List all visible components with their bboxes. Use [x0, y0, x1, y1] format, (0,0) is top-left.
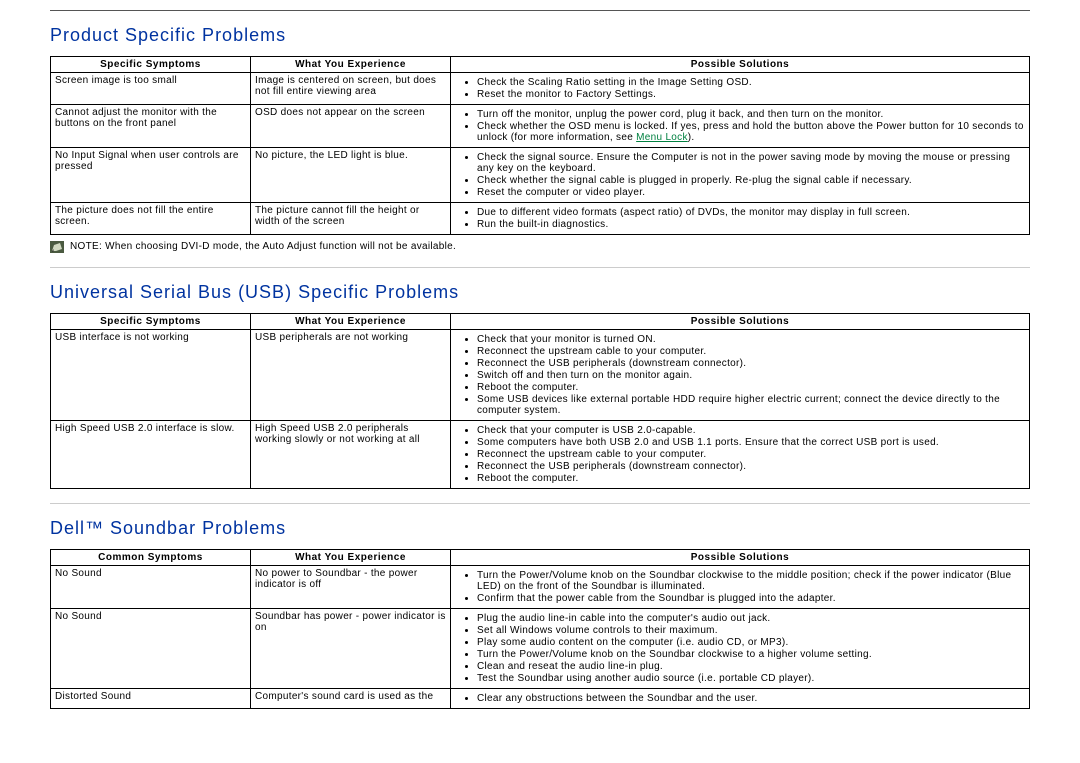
th-symptoms: Specific Symptoms [51, 314, 251, 330]
solution-item: Plug the audio line-in cable into the co… [477, 613, 1025, 624]
cell-symptom: USB interface is not working [51, 330, 251, 421]
section-rule [50, 503, 1030, 504]
solution-item: Reset the computer or video player. [477, 187, 1025, 198]
cell-symptom: No Input Signal when user controls are p… [51, 148, 251, 203]
cell-symptom: The picture does not fill the entire scr… [51, 203, 251, 235]
solution-item: Some computers have both USB 2.0 and USB… [477, 437, 1025, 448]
solution-item: Switch off and then turn on the monitor … [477, 370, 1025, 381]
solution-item: Clear any obstructions between the Sound… [477, 693, 1025, 704]
section-title-product: Product Specific Problems [50, 25, 1030, 46]
th-solutions: Possible Solutions [451, 550, 1030, 566]
solution-item: Clean and reseat the audio line-in plug. [477, 661, 1025, 672]
solution-item: Turn off the monitor, unplug the power c… [477, 109, 1025, 120]
table-product-problems: Specific Symptoms What You Experience Po… [50, 56, 1030, 235]
cell-experience: Image is centered on screen, but does no… [251, 73, 451, 105]
th-symptoms: Specific Symptoms [51, 57, 251, 73]
cell-solutions: Plug the audio line-in cable into the co… [451, 609, 1030, 689]
table-usb-problems: Specific Symptoms What You Experience Po… [50, 313, 1030, 489]
table-row: Screen image is too small Image is cente… [51, 73, 1030, 105]
solution-item: Reconnect the USB peripherals (downstrea… [477, 358, 1025, 369]
table-row: No Sound No power to Soundbar - the powe… [51, 566, 1030, 609]
note-text: NOTE: When choosing DVI-D mode, the Auto… [70, 241, 456, 252]
solution-item: Due to different video formats (aspect r… [477, 207, 1025, 218]
cell-experience: No picture, the LED light is blue. [251, 148, 451, 203]
cell-symptom: No Sound [51, 609, 251, 689]
cell-symptom: High Speed USB 2.0 interface is slow. [51, 421, 251, 489]
table-row: No Input Signal when user controls are p… [51, 148, 1030, 203]
solution-item: Check the signal source. Ensure the Comp… [477, 152, 1025, 174]
solution-item: Run the built-in diagnostics. [477, 219, 1025, 230]
solution-item: Turn the Power/Volume knob on the Soundb… [477, 649, 1025, 660]
cell-solutions: Turn the Power/Volume knob on the Soundb… [451, 566, 1030, 609]
th-solutions: Possible Solutions [451, 57, 1030, 73]
cell-solutions: Turn off the monitor, unplug the power c… [451, 105, 1030, 148]
section-rule [50, 267, 1030, 268]
solution-item: Turn the Power/Volume knob on the Soundb… [477, 570, 1025, 592]
cell-experience: USB peripherals are not working [251, 330, 451, 421]
section-title-usb: Universal Serial Bus (USB) Specific Prob… [50, 282, 1030, 303]
cell-experience: No power to Soundbar - the power indicat… [251, 566, 451, 609]
cell-experience: Computer's sound card is used as the [251, 689, 451, 709]
solution-item: Check that your monitor is turned ON. [477, 334, 1025, 345]
solution-item: Check that your computer is USB 2.0-capa… [477, 425, 1025, 436]
solution-item: Set all Windows volume controls to their… [477, 625, 1025, 636]
cell-symptom: Screen image is too small [51, 73, 251, 105]
cell-solutions: Check the Scaling Ratio setting in the I… [451, 73, 1030, 105]
cell-symptom: Distorted Sound [51, 689, 251, 709]
table-row: Distorted Sound Computer's sound card is… [51, 689, 1030, 709]
solution-item: Reconnect the upstream cable to your com… [477, 449, 1025, 460]
section-title-soundbar: Dell™ Soundbar Problems [50, 518, 1030, 539]
th-experience: What You Experience [251, 550, 451, 566]
solution-text: ). [688, 132, 695, 143]
note-product: NOTE: When choosing DVI-D mode, the Auto… [50, 241, 1030, 253]
th-experience: What You Experience [251, 57, 451, 73]
solution-item: Reboot the computer. [477, 382, 1025, 393]
solution-item: Reconnect the upstream cable to your com… [477, 346, 1025, 357]
solution-text: Check whether the OSD menu is locked. If… [477, 121, 1024, 143]
th-symptoms: Common Symptoms [51, 550, 251, 566]
th-solutions: Possible Solutions [451, 314, 1030, 330]
cell-solutions: Check that your computer is USB 2.0-capa… [451, 421, 1030, 489]
solution-item: Play some audio content on the computer … [477, 637, 1025, 648]
table-row: Cannot adjust the monitor with the butto… [51, 105, 1030, 148]
solution-item: Reboot the computer. [477, 473, 1025, 484]
th-experience: What You Experience [251, 314, 451, 330]
table-row: High Speed USB 2.0 interface is slow. Hi… [51, 421, 1030, 489]
table-row: No Sound Soundbar has power - power indi… [51, 609, 1030, 689]
solution-item: Some USB devices like external portable … [477, 394, 1025, 416]
solution-item: Check whether the OSD menu is locked. If… [477, 121, 1025, 143]
cell-experience: The picture cannot fill the height or wi… [251, 203, 451, 235]
solution-item: Check whether the signal cable is plugge… [477, 175, 1025, 186]
table-row: The picture does not fill the entire scr… [51, 203, 1030, 235]
cell-solutions: Check the signal source. Ensure the Comp… [451, 148, 1030, 203]
solution-item: Reconnect the USB peripherals (downstrea… [477, 461, 1025, 472]
solution-item: Check the Scaling Ratio setting in the I… [477, 77, 1025, 88]
solution-item: Reset the monitor to Factory Settings. [477, 89, 1025, 100]
menu-lock-link[interactable]: Menu Lock [636, 132, 688, 143]
cell-solutions: Due to different video formats (aspect r… [451, 203, 1030, 235]
table-soundbar-problems: Common Symptoms What You Experience Poss… [50, 549, 1030, 709]
cell-experience: OSD does not appear on the screen [251, 105, 451, 148]
solution-item: Test the Soundbar using another audio so… [477, 673, 1025, 684]
top-rule [50, 10, 1030, 11]
cell-experience: Soundbar has power - power indicator is … [251, 609, 451, 689]
cell-symptom: No Sound [51, 566, 251, 609]
note-icon [50, 241, 64, 253]
table-row: USB interface is not working USB periphe… [51, 330, 1030, 421]
solution-item: Confirm that the power cable from the So… [477, 593, 1025, 604]
cell-solutions: Clear any obstructions between the Sound… [451, 689, 1030, 709]
cell-solutions: Check that your monitor is turned ON. Re… [451, 330, 1030, 421]
cell-symptom: Cannot adjust the monitor with the butto… [51, 105, 251, 148]
cell-experience: High Speed USB 2.0 peripherals working s… [251, 421, 451, 489]
